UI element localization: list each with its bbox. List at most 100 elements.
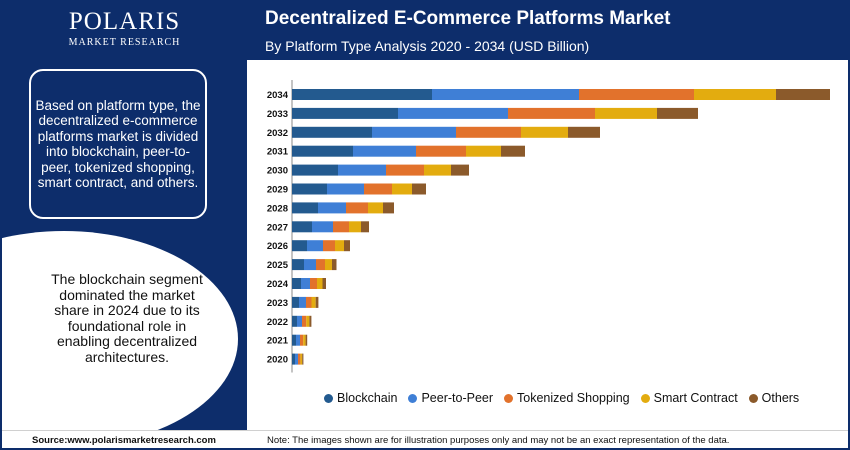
bar-segment-tokenized-shopping xyxy=(508,107,595,119)
bar-segment-blockchain xyxy=(292,315,297,327)
bar-segment-smart-contract xyxy=(311,296,316,308)
bar-segment-others xyxy=(315,296,319,308)
legend-item: Smart Contract xyxy=(640,391,738,405)
y-tick-label: 2029 xyxy=(267,185,288,196)
bar-segment-others xyxy=(332,259,337,271)
bar-segment-others xyxy=(361,221,369,233)
legend-swatch xyxy=(504,393,514,403)
bar-segment-tokenized-shopping xyxy=(416,145,466,157)
logo-wordmark: POLARIS xyxy=(68,8,181,35)
bar-segment-smart-contract xyxy=(306,315,310,327)
bar-segment-others xyxy=(344,240,350,252)
legend-item: Others xyxy=(748,391,799,405)
bar-segment-smart-contract xyxy=(368,202,383,214)
legend-swatch xyxy=(408,393,418,403)
bar-segment-others xyxy=(568,126,600,138)
legend-swatch xyxy=(640,393,650,403)
bar-segment-others xyxy=(501,145,525,157)
bar-segment-blockchain xyxy=(292,296,299,308)
bar-segment-tokenized-shopping xyxy=(306,296,312,308)
bar-segment-smart-contract xyxy=(335,240,344,252)
bar-segment-others xyxy=(309,315,312,327)
summary-text: Based on platform type, the decentralize… xyxy=(35,97,201,191)
stacked-bar-chart: 2034 2033 2032 2031 2030 2029 2028 2027 2026 2025… xyxy=(267,80,830,373)
bar-segment-others xyxy=(322,278,326,289)
bar-segment-blockchain xyxy=(292,126,372,138)
bar-segment-peer-to-peer xyxy=(327,183,364,195)
bar-segment-blockchain xyxy=(292,221,312,233)
bar-segment-peer-to-peer xyxy=(304,259,316,271)
logo-tagline: MARKET RESEARCH xyxy=(68,37,181,48)
bar-segment-peer-to-peer xyxy=(398,107,508,119)
bar-segment-blockchain xyxy=(292,278,301,289)
bar-segment-smart-contract xyxy=(595,107,657,119)
legend-label: Blockchain xyxy=(337,391,398,405)
y-tick-label: 2032 xyxy=(267,128,288,139)
source-text: Source:www.polarismarketresearch.com xyxy=(32,435,216,446)
bar-segment-tokenized-shopping xyxy=(323,240,335,252)
legend-label: Peer-to-Peer xyxy=(421,391,494,405)
bar-segment-others xyxy=(302,353,304,365)
legend-swatch xyxy=(748,393,758,403)
bar-segment-others xyxy=(657,107,698,119)
bar-segment-blockchain xyxy=(292,259,304,271)
bar-segment-blockchain xyxy=(292,89,432,100)
y-tick-label: 2022 xyxy=(267,317,288,328)
bar-segment-peer-to-peer xyxy=(318,202,346,214)
footer: Source:www.polarismarketresearch.com Not… xyxy=(2,430,848,448)
chart-legend: Blockchain Peer-to-Peer Tokenized Shopping… xyxy=(324,391,810,405)
bar-segment-tokenized-shopping xyxy=(310,278,317,289)
y-tick-label: 2020 xyxy=(267,355,288,366)
legend-item: Peer-to-Peer xyxy=(408,391,493,405)
bar-segment-tokenized-shopping xyxy=(316,259,325,271)
bar-segment-blockchain xyxy=(292,240,307,252)
bar-segment-smart-contract xyxy=(392,183,412,195)
bar-segment-peer-to-peer xyxy=(353,145,416,157)
bar-segment-peer-to-peer xyxy=(295,353,298,365)
y-tick-label: 2034 xyxy=(267,90,289,101)
bar-segment-others xyxy=(412,183,426,195)
bar-segment-blockchain xyxy=(292,145,353,157)
y-tick-label: 2027 xyxy=(267,222,288,233)
y-tick-label: 2033 xyxy=(267,109,288,120)
bar-segment-smart-contract xyxy=(694,89,776,100)
bar-segment-tokenized-shopping xyxy=(298,353,301,365)
bar-segment-peer-to-peer xyxy=(307,240,323,252)
bar-segment-blockchain xyxy=(292,202,318,214)
y-tick-label: 2021 xyxy=(267,336,289,347)
bar-segment-tokenized-shopping xyxy=(300,334,304,346)
bar-segment-tokenized-shopping xyxy=(386,164,424,176)
bar-segment-smart-contract xyxy=(317,278,323,289)
y-tick-label: 2030 xyxy=(267,166,288,177)
bar-segment-smart-contract xyxy=(521,126,568,138)
polaris-logo: POLARIS MARKET RESEARCH xyxy=(2,8,247,49)
bar-segment-tokenized-shopping xyxy=(364,183,392,195)
bar-segment-tokenized-shopping xyxy=(333,221,349,233)
bar-segment-blockchain xyxy=(292,107,398,119)
bar-segment-others xyxy=(383,202,394,214)
bar-segment-blockchain xyxy=(292,164,338,176)
legend-label: Smart Contract xyxy=(653,391,738,405)
bar-segment-others xyxy=(451,164,469,176)
chart-subtitle: By Platform Type Analysis 2020 - 2034 (U… xyxy=(265,38,590,54)
bar-segment-smart-contract xyxy=(466,145,501,157)
bar-segment-peer-to-peer xyxy=(296,334,300,346)
highlight-text: The blockchain segment dominated the mar… xyxy=(51,271,203,365)
bar-segment-tokenized-shopping xyxy=(346,202,368,214)
bar-segment-tokenized-shopping xyxy=(456,126,521,138)
y-tick-label: 2026 xyxy=(267,241,288,252)
left-panel: POLARIS MARKET RESEARCH Based on platfor… xyxy=(2,2,247,430)
bar-segment-others xyxy=(305,334,308,346)
bar-segment-tokenized-shopping xyxy=(302,315,307,327)
bar-segment-tokenized-shopping xyxy=(579,89,694,100)
bar-segment-peer-to-peer xyxy=(301,278,310,289)
legend-item: Blockchain xyxy=(324,391,397,405)
bar-segment-blockchain xyxy=(292,183,327,195)
bar-segment-peer-to-peer xyxy=(338,164,386,176)
legend-label: Tokenized Shopping xyxy=(517,391,630,405)
legend-swatch xyxy=(324,393,333,403)
chart-title: Decentralized E-Commerce Platforms Marke… xyxy=(265,8,671,29)
bar-segment-smart-contract xyxy=(349,221,361,233)
summary-box: Based on platform type, the decentralize… xyxy=(29,69,207,219)
